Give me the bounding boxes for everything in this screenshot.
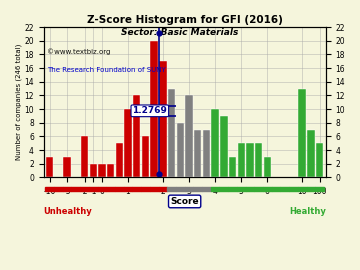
Bar xyxy=(98,187,106,191)
Bar xyxy=(194,130,201,177)
Bar xyxy=(115,187,124,191)
Title: Z-Score Histogram for GFI (2016): Z-Score Histogram for GFI (2016) xyxy=(87,15,283,25)
Bar xyxy=(228,187,237,191)
Bar xyxy=(116,143,123,177)
Bar xyxy=(150,187,158,191)
Bar xyxy=(54,187,63,191)
Bar xyxy=(133,96,140,177)
Bar xyxy=(211,187,220,191)
Bar xyxy=(63,157,71,177)
Bar xyxy=(168,89,175,177)
Bar xyxy=(202,187,211,191)
Bar xyxy=(177,123,184,177)
Y-axis label: Number of companies (246 total): Number of companies (246 total) xyxy=(15,44,22,160)
Text: Score: Score xyxy=(170,197,199,206)
Bar xyxy=(98,164,105,177)
Bar xyxy=(167,187,176,191)
Bar xyxy=(142,136,149,177)
Bar xyxy=(141,187,150,191)
Bar xyxy=(72,187,80,191)
Bar xyxy=(132,187,141,191)
Text: Sector: Basic Materials: Sector: Basic Materials xyxy=(121,28,239,37)
Bar xyxy=(203,130,210,177)
Bar xyxy=(315,187,324,191)
Text: Healthy: Healthy xyxy=(289,207,326,217)
Bar xyxy=(193,187,202,191)
Bar xyxy=(254,187,263,191)
Bar xyxy=(185,96,193,177)
Bar xyxy=(176,187,185,191)
Bar xyxy=(264,157,271,177)
Bar xyxy=(316,143,323,177)
Bar xyxy=(306,187,315,191)
Bar xyxy=(263,187,272,191)
Bar xyxy=(298,89,306,177)
Bar xyxy=(185,187,193,191)
Bar xyxy=(150,41,158,177)
Bar xyxy=(89,187,98,191)
Bar xyxy=(237,187,246,191)
Bar xyxy=(124,187,132,191)
Bar xyxy=(107,164,114,177)
Bar xyxy=(298,187,306,191)
Bar xyxy=(159,61,167,177)
Bar xyxy=(238,143,245,177)
Bar xyxy=(158,187,167,191)
Bar xyxy=(46,157,53,177)
Bar xyxy=(220,116,228,177)
Bar xyxy=(106,187,115,191)
Bar xyxy=(63,187,72,191)
Bar xyxy=(211,109,219,177)
Bar xyxy=(124,109,132,177)
Bar xyxy=(220,187,228,191)
Bar xyxy=(289,187,298,191)
Bar xyxy=(246,143,254,177)
Bar xyxy=(307,130,315,177)
Bar xyxy=(229,157,236,177)
Bar xyxy=(80,187,89,191)
Bar xyxy=(255,143,262,177)
Bar xyxy=(45,187,54,191)
Bar xyxy=(81,136,88,177)
Bar xyxy=(90,164,97,177)
Bar xyxy=(246,187,254,191)
Bar xyxy=(272,187,280,191)
Bar xyxy=(280,187,289,191)
Text: ©www.textbiz.org: ©www.textbiz.org xyxy=(47,49,110,55)
Text: Unhealthy: Unhealthy xyxy=(44,207,93,217)
Text: The Research Foundation of SUNY: The Research Foundation of SUNY xyxy=(47,68,166,73)
Text: 1.2769: 1.2769 xyxy=(132,106,167,115)
